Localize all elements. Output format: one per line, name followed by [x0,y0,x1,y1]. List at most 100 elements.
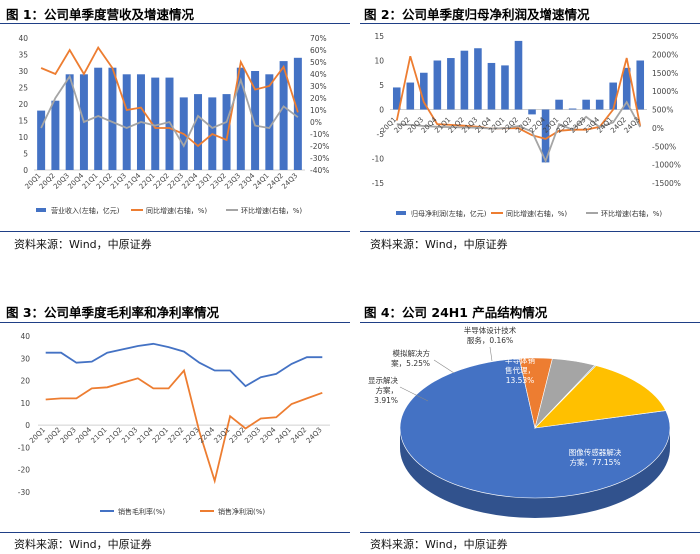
right-tick-label: 60% [310,46,327,55]
label-line: 服务，0.16% [467,335,513,345]
bar [65,74,74,170]
bar [514,40,523,110]
category-label: 21Q3 [120,426,139,445]
bar [194,94,203,170]
left-tick-label: 20 [18,100,28,109]
bar [406,82,415,110]
bar [236,67,245,170]
net-profit-chart: -15 -10 -5 0 5 10 15 -1500% -1000% -500% 0% 500% 100… [372,32,681,218]
bar [636,60,645,110]
left-tick-label: 5 [379,81,384,90]
category-label: 20Q1 [28,426,47,445]
category-label: 23Q1 [213,426,232,445]
left-tick-label: 30 [18,67,28,76]
bar [293,57,302,170]
source-rule [0,532,350,533]
category-label: 22Q4 [197,426,216,445]
chart-title: 图 1：公司单季度营收及增速情况 [6,7,195,22]
right-tick-label: 0% [652,124,664,133]
bar [555,99,563,110]
right-tick-label: 50% [310,58,327,67]
category-label: 22Q3 [182,426,201,445]
category-label: 24Q3 [305,426,324,445]
category-label: 24Q3 [280,172,299,191]
bar [568,108,577,110]
left-tick-label: -15 [372,179,384,188]
right-tick-label: 1500% [652,69,678,78]
legend-label: 归母净利润(左轴，亿元) [411,209,487,218]
title-rule [0,23,350,24]
bar [94,67,103,170]
left-tick-label: -10 [372,155,384,164]
y-tick-label: 20 [20,377,30,386]
slice-label-image-sensor: 图像传感器解决方案，77.15% [569,447,622,467]
right-tick-label: 70% [310,34,327,43]
bar [265,74,274,170]
bar [582,99,590,110]
bar [541,109,550,163]
series-line [45,342,323,388]
leader-line [433,359,455,374]
right-tick-label: 1000% [652,87,678,96]
product-mix-pie: 图像传感器解决方案，77.15% 显示解决方案， 3.91% 模拟解决方案，5.25%… [368,325,671,518]
panel-net-profit: 图 2：公司单季度归母净利润及增速情况 -15 -10 -5 0 5 10 15 -1500%… [350,0,700,277]
leader-line [399,386,429,402]
label-line: 3.91% [374,396,398,405]
y-tick-label: 0 [25,421,30,430]
right-tick-label: -30% [310,154,329,163]
bar [433,60,442,110]
source-rule [360,231,700,232]
category-label: 21Q2 [105,426,124,445]
bar [108,67,117,170]
slice-label-analog: 模拟解决方案，5.25% [391,348,430,368]
bar [51,100,60,170]
source-note: 资料来源：Wind，中原证券 [370,238,508,251]
label-line: 半导体设计技术 [464,325,517,335]
leader-line [489,346,493,362]
right-tick-label: -20% [310,142,329,151]
legend-label: 环比增速(右轴，%) [241,206,302,215]
left-tick-label: 15 [374,32,384,41]
right-tick-label: -40% [310,166,329,175]
legend-swatch [36,208,46,212]
slice-label-design-service: 半导体设计技术服务，0.16% [464,325,517,345]
legend-label: 营业收入(左轴，亿元) [51,206,120,215]
title-rule [360,322,700,323]
legend-label: 销售毛利率(%) [118,507,165,516]
series-line [45,368,323,485]
bar [392,87,401,110]
label-line: 显示解决 [368,375,398,385]
pie-slice-side [400,428,670,518]
right-tick-label: 2000% [652,50,678,59]
left-tick-label: 40 [18,34,28,43]
series-line [40,45,299,148]
label-line: 方案，77.15% [569,457,620,467]
title-rule [360,23,700,24]
margins-chart: -30-20-1001020304020Q120Q220Q320Q421Q121… [18,332,330,516]
right-tick-label: 0% [310,118,322,127]
bar [460,50,469,110]
right-tick-label: -1500% [652,179,681,188]
chart-title: 图 3：公司单季度毛利率和净利率情况 [6,305,220,320]
left-tick-label: 35 [18,51,28,60]
label-line: 半导体销 [505,355,535,365]
label-line: 13.53% [506,376,535,385]
bar [595,99,604,110]
bar [222,94,231,170]
bar [609,82,617,110]
right-tick-label: -500% [652,142,676,151]
bar [279,61,288,170]
legend-label: 销售净利润(%) [218,507,265,516]
left-tick-label: -5 [377,130,385,139]
source-rule [0,231,350,232]
y-tick-label: 30 [20,354,30,363]
label-line: 图像传感器解决 [569,447,622,457]
left-tick-label: 10 [18,133,28,142]
left-tick-label: 0 [379,106,384,115]
category-label: 23Q4 [259,426,278,445]
panel-revenue: 图 1：公司单季度营收及增速情况 0 5 10 15 20 25 30 35 40 -40% -30… [0,0,350,277]
right-tick-label: -1000% [652,161,681,170]
bar [165,77,174,170]
y-tick-label: -10 [18,443,30,452]
bar [251,71,260,170]
